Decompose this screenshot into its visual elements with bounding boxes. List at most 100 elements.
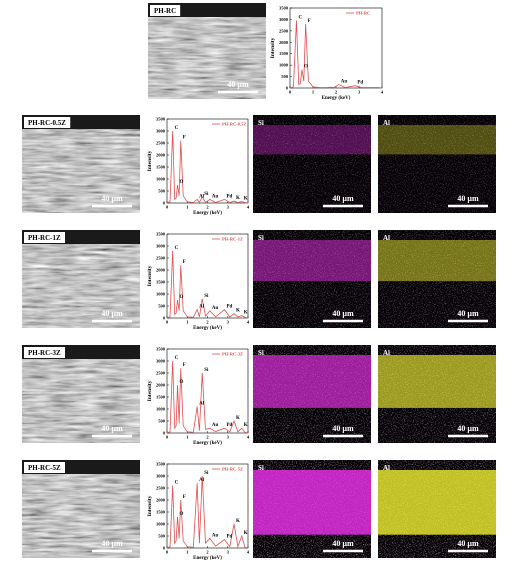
y-tick-label: 0 <box>163 546 166 551</box>
scale-text: 40 µm <box>101 539 123 548</box>
x-tick-label: 1 <box>186 550 189 555</box>
x-tick-label: 0 <box>166 435 169 440</box>
y-tick-label: 2500 <box>156 371 166 376</box>
x-tick-label: 4 <box>247 320 250 325</box>
sample-label: PH-RC <box>154 7 176 15</box>
peak-label: F <box>183 495 186 500</box>
x-axis-label: Energy (keV) <box>193 556 222 561</box>
scale-text: 40 µm <box>101 194 123 203</box>
y-tick-label: 500 <box>158 304 166 309</box>
map-dots <box>253 230 371 328</box>
element-label: Al <box>383 119 390 127</box>
map-dots <box>378 230 496 328</box>
map-signal <box>378 115 496 213</box>
y-tick-label: 2500 <box>156 256 166 261</box>
peak-label: Al <box>199 194 205 199</box>
spectrum-line <box>166 360 249 434</box>
spectrum-line <box>289 20 383 89</box>
x-tick-label: 3 <box>227 435 230 440</box>
peak-label: Pd <box>227 423 233 428</box>
x-tick-label: 2 <box>206 550 209 555</box>
peak-label: Si <box>204 294 209 299</box>
y-tick-label: 2000 <box>156 498 166 503</box>
y-tick-label: 2000 <box>279 40 289 45</box>
legend-label: PH-RC <box>356 11 370 16</box>
y-tick-label: 2000 <box>156 268 166 273</box>
peak-label: O <box>180 295 184 300</box>
x-tick-label: 3 <box>358 90 361 95</box>
map-band <box>378 125 496 155</box>
sem-texture <box>22 359 140 443</box>
scale-text: 40 µm <box>332 424 354 433</box>
x-tick-label: 0 <box>166 320 169 325</box>
peak-label: K <box>244 531 248 536</box>
map-band <box>253 125 371 155</box>
map-signal <box>253 115 371 213</box>
peak-label: Pd <box>357 81 363 86</box>
y-tick-label: 3000 <box>156 359 166 364</box>
sem-texture <box>22 474 140 558</box>
peak-label: Al <box>199 402 205 407</box>
label-box <box>24 232 65 243</box>
map-signal <box>378 460 496 558</box>
y-tick-label: 1500 <box>156 510 166 515</box>
y-tick-label: 500 <box>158 419 166 424</box>
scale-text: 40 µm <box>457 194 479 203</box>
map-band <box>378 470 496 535</box>
y-axis-label: Intensity <box>147 265 153 286</box>
y-tick-label: 3000 <box>279 17 289 22</box>
peak-label: Si <box>204 368 209 373</box>
y-tick-label: 500 <box>281 74 289 79</box>
spectrum-line <box>166 475 249 549</box>
label-box <box>24 462 65 473</box>
peak-label: O <box>304 65 308 70</box>
sem-texture <box>22 244 140 328</box>
peak-label: Al <box>199 478 205 483</box>
element-label: Al <box>383 234 390 242</box>
x-tick-label: 1 <box>186 435 189 440</box>
y-tick-label: 1500 <box>279 51 289 56</box>
peak-label: K <box>236 519 240 524</box>
map-band <box>378 240 496 282</box>
peak-label: C <box>175 126 179 131</box>
x-tick-label: 1 <box>186 205 189 210</box>
y-tick-label: 2500 <box>156 141 166 146</box>
y-tick-label: 1500 <box>156 395 166 400</box>
peak-label: C <box>298 16 302 21</box>
map-signal <box>253 230 371 328</box>
y-tick-label: 2000 <box>156 383 166 388</box>
peak-label: F <box>183 260 186 265</box>
legend-label: PH-RC-1Z <box>222 237 243 242</box>
peak-label: K <box>236 416 240 421</box>
y-tick-label: 0 <box>163 316 166 321</box>
y-tick-label: 1000 <box>279 63 289 68</box>
x-tick-label: 0 <box>289 90 292 95</box>
peak-label: Si <box>204 192 209 197</box>
element-label: Si <box>258 349 264 357</box>
y-tick-label: 3500 <box>279 6 289 11</box>
legend-label: PH-RC-3Z <box>222 352 243 357</box>
element-label: Si <box>258 119 264 127</box>
y-axis-label: Intensity <box>270 37 276 58</box>
legend-label: PH-RC-5Z <box>222 467 243 472</box>
y-tick-label: 1500 <box>156 165 166 170</box>
y-axis-label: Intensity <box>147 150 153 171</box>
y-tick-label: 1000 <box>156 177 166 182</box>
x-axis-label: Energy (keV) <box>193 326 222 331</box>
x-tick-label: 4 <box>247 205 250 210</box>
peak-label: Au <box>212 423 219 428</box>
legend-label: PH-RC-0.5Z <box>222 122 246 127</box>
y-tick-label: 2500 <box>279 28 289 33</box>
scale-text: 40 µm <box>457 424 479 433</box>
scale-text: 40 µm <box>332 539 354 548</box>
label-box <box>24 347 65 358</box>
x-tick-label: 3 <box>227 205 230 210</box>
map-band <box>253 240 371 282</box>
label-box <box>24 117 71 128</box>
x-tick-label: 4 <box>247 435 250 440</box>
y-tick-label: 500 <box>158 189 166 194</box>
x-tick-label: 2 <box>206 320 209 325</box>
sample-label: PH-RC-5Z <box>28 464 61 472</box>
x-tick-label: 2 <box>335 90 338 95</box>
